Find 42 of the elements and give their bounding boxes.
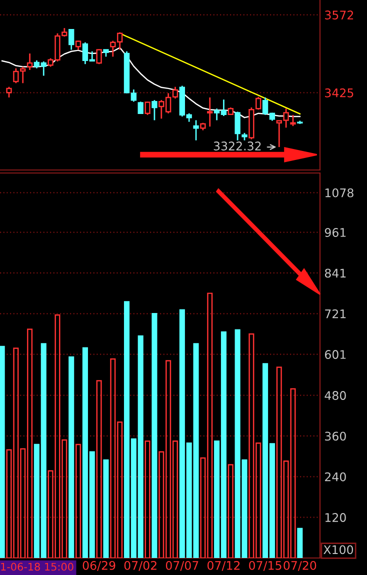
bar bbox=[96, 380, 102, 558]
candlestick bbox=[75, 40, 82, 50]
y-tick-label: 3572 bbox=[325, 10, 354, 20]
y-tick-label: 841 bbox=[324, 268, 346, 278]
candlestick bbox=[6, 86, 12, 98]
x-tick-label: 07/12 bbox=[207, 560, 240, 571]
y-tick-label: 120 bbox=[325, 513, 346, 522]
y-tick-label: 1078 bbox=[325, 188, 354, 198]
candlestick bbox=[234, 111, 240, 142]
x-tick-label: 07/07 bbox=[166, 560, 198, 571]
text: X100 bbox=[324, 545, 354, 554]
candlestick bbox=[68, 28, 74, 50]
x-tick-label: 07/20 bbox=[284, 560, 316, 571]
candlestick bbox=[96, 48, 102, 65]
candlestick bbox=[207, 96, 213, 128]
text: 1-06-18 15:00 bbox=[1, 562, 74, 571]
candlestick bbox=[290, 114, 296, 127]
y-tick-label: 360 bbox=[325, 432, 346, 441]
bar bbox=[228, 464, 234, 558]
bar bbox=[103, 459, 109, 558]
candlestick bbox=[193, 120, 199, 142]
y-tick-label: 961 bbox=[324, 228, 346, 237]
x-tick-label: 07/15 bbox=[249, 560, 282, 571]
candlestick bbox=[26, 52, 33, 71]
x-tick-label: 07/02 bbox=[124, 560, 156, 571]
y-tick-label: 240 bbox=[325, 472, 346, 482]
y-tick-label: 601 bbox=[324, 350, 346, 359]
y-tick-label: 3425 bbox=[325, 88, 354, 98]
bar bbox=[297, 528, 303, 558]
bar bbox=[144, 440, 150, 558]
bar bbox=[152, 313, 158, 558]
bar bbox=[68, 356, 74, 558]
bar bbox=[75, 444, 82, 558]
candlestick bbox=[256, 96, 262, 110]
candlestick bbox=[144, 100, 150, 116]
bar bbox=[0, 346, 5, 558]
y-tick-label: 480 bbox=[324, 391, 346, 400]
annotation: 3322.32 bbox=[214, 142, 261, 150]
x-tick-label: 06/29 bbox=[82, 560, 116, 571]
candlestick bbox=[138, 100, 144, 115]
y-tick-label: 721 bbox=[325, 309, 346, 318]
candlestick bbox=[152, 99, 158, 121]
